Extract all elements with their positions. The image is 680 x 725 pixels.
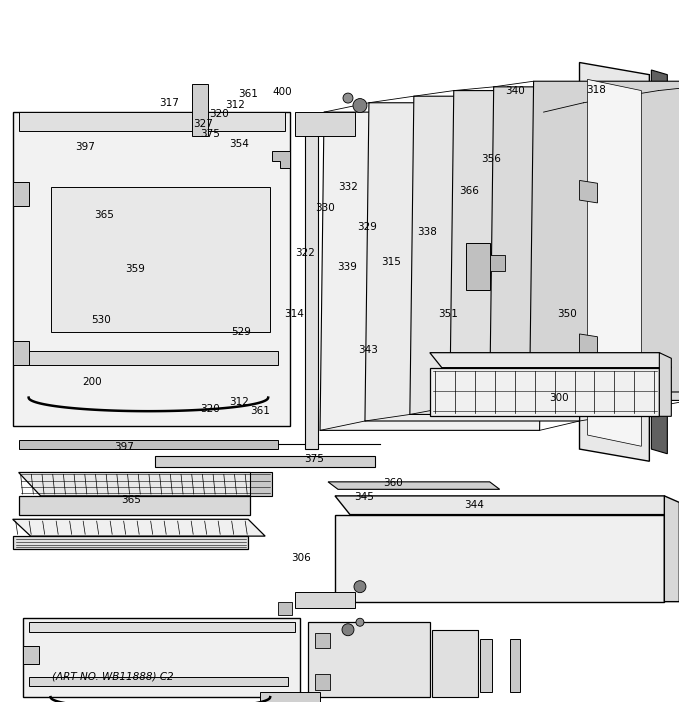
Polygon shape (13, 519, 265, 536)
Text: 330: 330 (316, 203, 335, 212)
Text: 361: 361 (239, 89, 258, 99)
Polygon shape (18, 112, 285, 130)
Polygon shape (272, 152, 290, 168)
Polygon shape (315, 634, 330, 648)
Polygon shape (328, 482, 500, 489)
Polygon shape (335, 496, 679, 515)
Polygon shape (155, 455, 375, 467)
Text: 312: 312 (225, 99, 245, 109)
Polygon shape (490, 87, 680, 400)
Polygon shape (588, 79, 641, 447)
Text: (ART NO. WB11888) C2: (ART NO. WB11888) C2 (52, 671, 173, 681)
Polygon shape (490, 255, 505, 271)
Polygon shape (260, 692, 320, 702)
Polygon shape (466, 243, 490, 290)
Text: 365: 365 (121, 494, 141, 505)
Polygon shape (22, 646, 39, 664)
Text: 529: 529 (232, 327, 252, 337)
Text: 365: 365 (94, 210, 114, 220)
Text: 322: 322 (294, 247, 315, 257)
Polygon shape (13, 536, 248, 550)
Text: 200: 200 (82, 376, 102, 386)
Polygon shape (278, 602, 292, 615)
Polygon shape (315, 674, 330, 689)
Polygon shape (664, 496, 679, 602)
Text: 300: 300 (549, 393, 568, 403)
Text: 530: 530 (91, 315, 111, 326)
Polygon shape (432, 630, 478, 697)
Polygon shape (18, 473, 272, 496)
Polygon shape (579, 334, 598, 357)
Polygon shape (308, 622, 430, 697)
Polygon shape (192, 84, 208, 136)
Polygon shape (295, 112, 355, 136)
Circle shape (354, 581, 366, 592)
Text: 344: 344 (464, 500, 484, 510)
Text: 306: 306 (291, 553, 311, 563)
Text: 345: 345 (354, 492, 374, 502)
Text: 320: 320 (200, 404, 220, 414)
Text: 359: 359 (125, 264, 145, 274)
Polygon shape (18, 440, 278, 449)
Polygon shape (29, 676, 288, 686)
Polygon shape (530, 81, 680, 392)
Polygon shape (410, 96, 624, 415)
Polygon shape (320, 112, 543, 431)
Polygon shape (479, 639, 492, 692)
Polygon shape (18, 496, 250, 515)
Text: 332: 332 (338, 183, 358, 192)
Polygon shape (335, 515, 664, 602)
Polygon shape (579, 62, 649, 461)
Text: 318: 318 (587, 85, 607, 95)
Text: 375: 375 (200, 130, 220, 139)
Text: 360: 360 (383, 478, 403, 489)
Text: 356: 356 (481, 154, 500, 164)
Text: 339: 339 (337, 262, 357, 273)
Polygon shape (365, 103, 583, 421)
Text: 315: 315 (381, 257, 401, 267)
Circle shape (353, 99, 367, 112)
Text: 343: 343 (358, 345, 379, 355)
Text: 361: 361 (250, 406, 270, 416)
Polygon shape (50, 187, 270, 332)
Circle shape (356, 618, 364, 626)
Polygon shape (579, 181, 598, 203)
Text: 329: 329 (357, 222, 377, 232)
Text: 397: 397 (75, 141, 95, 152)
Polygon shape (305, 117, 318, 449)
Polygon shape (29, 622, 295, 631)
Polygon shape (660, 352, 671, 416)
Polygon shape (430, 368, 660, 416)
Polygon shape (13, 112, 290, 426)
Text: 327: 327 (193, 119, 213, 128)
Text: 400: 400 (273, 88, 292, 97)
Polygon shape (22, 618, 300, 697)
Polygon shape (449, 91, 658, 407)
Text: 314: 314 (284, 309, 304, 319)
Circle shape (343, 93, 353, 103)
Text: 320: 320 (209, 109, 229, 119)
Polygon shape (295, 592, 355, 608)
Polygon shape (13, 341, 29, 365)
Text: 340: 340 (505, 86, 525, 96)
Text: 366: 366 (459, 186, 479, 196)
Text: 351: 351 (439, 309, 458, 319)
Polygon shape (250, 473, 272, 496)
Polygon shape (13, 182, 29, 206)
Polygon shape (430, 352, 671, 368)
Text: 312: 312 (230, 397, 250, 407)
Text: 338: 338 (417, 227, 437, 237)
Polygon shape (651, 70, 667, 454)
Polygon shape (18, 351, 278, 365)
Circle shape (342, 624, 354, 636)
Text: 317: 317 (159, 98, 179, 107)
Text: 350: 350 (558, 309, 577, 319)
Text: 354: 354 (230, 139, 250, 149)
Text: 397: 397 (114, 442, 134, 452)
Text: 375: 375 (304, 454, 324, 464)
Polygon shape (509, 639, 520, 692)
